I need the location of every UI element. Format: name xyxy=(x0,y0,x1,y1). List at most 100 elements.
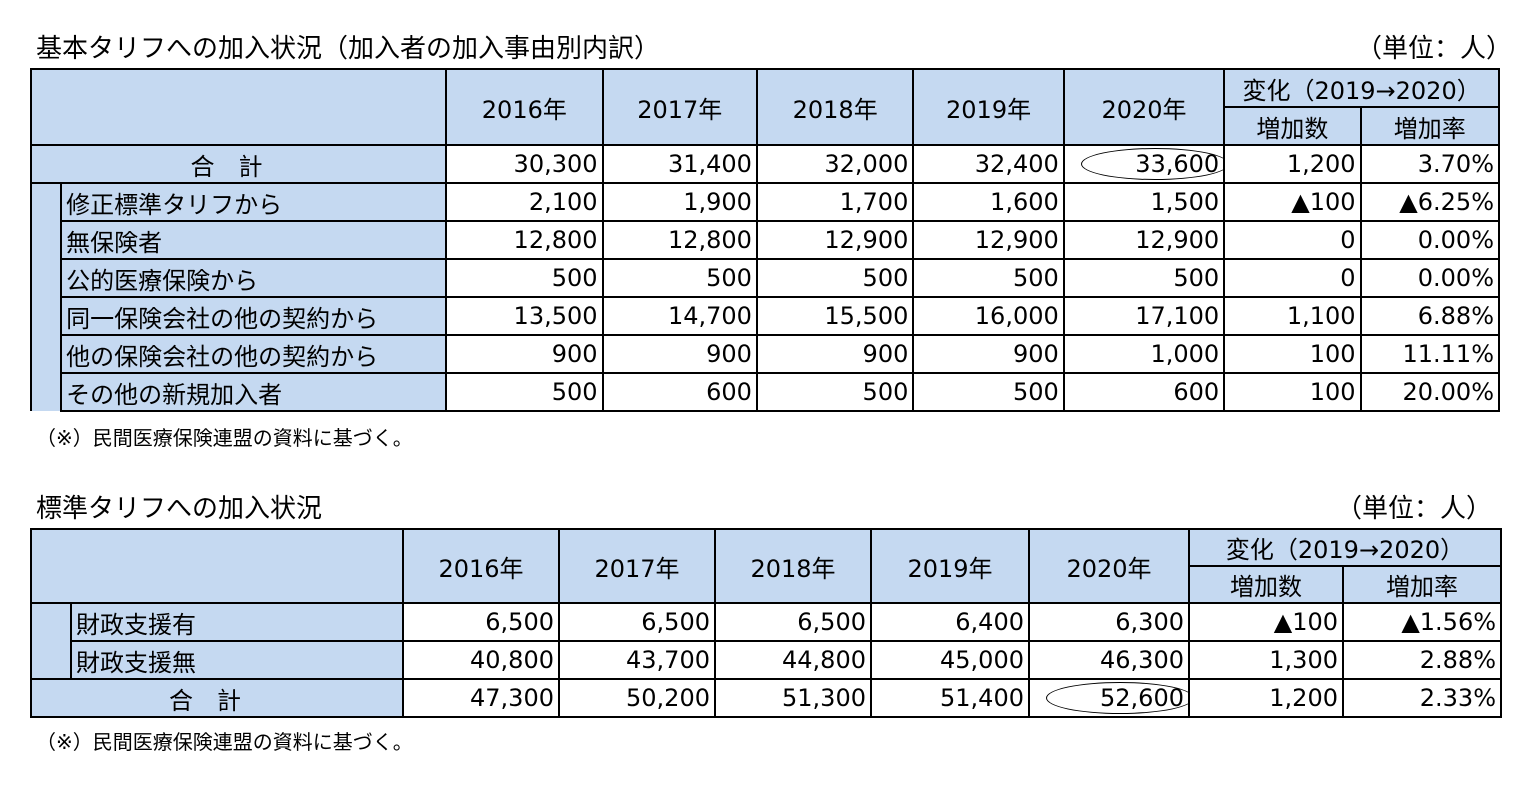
cell: 17,100 xyxy=(1062,296,1226,336)
cell: 6,300 xyxy=(1028,602,1190,642)
cell: 500 xyxy=(1062,258,1226,298)
cell: 6.88% xyxy=(1359,296,1501,336)
table2-note: （※）民間医療保険連盟の資料に基づく。 xyxy=(36,730,413,754)
cell: 500 xyxy=(445,258,604,298)
cell: 32,000 xyxy=(755,144,915,184)
cell: 1,300 xyxy=(1188,640,1344,680)
year-header: 2018年 xyxy=(714,528,872,604)
table-row: 財政支援無 40,800 43,700 44,800 45,000 46,300… xyxy=(31,640,1503,680)
cell: 1,900 xyxy=(601,182,758,222)
cell: 12,800 xyxy=(601,220,758,260)
cell: 40,800 xyxy=(402,640,560,680)
cell: ▲100 xyxy=(1188,602,1344,642)
row-label: その他の新規加入者 xyxy=(60,372,448,412)
cell: 6,500 xyxy=(402,602,560,642)
table-row: 無保険者 12,800 12,800 12,900 12,900 12,900 … xyxy=(31,220,1501,260)
cell: 14,700 xyxy=(601,296,758,336)
change-header: 変化（2019→2020） xyxy=(1223,68,1500,108)
row-label: 財政支援無 xyxy=(70,640,404,680)
cell: 12,900 xyxy=(912,220,1065,260)
table-row: 他の保険会社の他の契約から 900 900 900 900 1,000 100 … xyxy=(31,334,1501,374)
table1-unit: （単位：人） xyxy=(1356,34,1513,64)
cell: 16,000 xyxy=(912,296,1065,336)
cell: 2.88% xyxy=(1341,640,1503,680)
cell-circled: 52,600 xyxy=(1028,678,1190,718)
table-row: 修正標準タリフから 2,100 1,900 1,700 1,600 1,500 … xyxy=(29,182,1501,411)
cell: 100 xyxy=(1223,372,1362,412)
table-row: 財政支援有 6,500 6,500 6,500 6,400 6,300 ▲100… xyxy=(30,602,1503,679)
year-header: 2020年 xyxy=(1062,68,1226,146)
cell: 500 xyxy=(601,258,758,298)
table-row: その他の新規加入者 500 600 500 500 600 100 20.00% xyxy=(31,372,1501,412)
cell: ▲100 xyxy=(1223,182,1362,222)
indent-gutter xyxy=(30,603,72,679)
cell: 0.00% xyxy=(1359,258,1501,298)
cell: 11.11% xyxy=(1359,334,1501,374)
cell: 500 xyxy=(912,258,1065,298)
table1: 2016年 2017年 2018年 2019年 2020年 変化（2019→20… xyxy=(29,68,1501,412)
row-label: 財政支援有 xyxy=(70,602,404,642)
row-label: 公的医療保険から xyxy=(60,258,448,298)
table2-corner xyxy=(30,528,404,604)
table2-title: 標準タリフへの加入状況 xyxy=(36,494,323,524)
cell: 13,500 xyxy=(445,296,604,336)
circled-value: 52,600 xyxy=(1046,682,1187,714)
row-label: 無保険者 xyxy=(60,220,448,260)
cell: 1,200 xyxy=(1223,144,1362,184)
cell: 500 xyxy=(445,372,604,412)
table1-title: 基本タリフへの加入状況（加入者の加入事由別内訳） xyxy=(36,34,661,64)
indent-gutter xyxy=(29,183,63,411)
cell: 500 xyxy=(755,258,915,298)
cell: 0.00% xyxy=(1359,220,1501,260)
table2: 2016年 2017年 2018年 2019年 2020年 変化（2019→20… xyxy=(30,528,1503,718)
cell: 0 xyxy=(1223,258,1362,298)
year-header: 2016年 xyxy=(402,528,560,604)
cell: 900 xyxy=(601,334,758,374)
cell: 500 xyxy=(912,372,1065,412)
table2-unit: （単位：人） xyxy=(1336,494,1493,524)
year-header: 2017年 xyxy=(558,528,716,604)
year-header: 2019年 xyxy=(870,528,1030,604)
table-row: 同一保険会社の他の契約から 13,500 14,700 15,500 16,00… xyxy=(31,296,1501,336)
table-row-total: 合計 47,300 50,200 51,300 51,400 52,600 1,… xyxy=(30,678,1503,718)
row-label: 他の保険会社の他の契約から xyxy=(60,334,448,374)
increase-count-header: 増加数 xyxy=(1223,106,1362,146)
cell: 30,300 xyxy=(445,144,604,184)
cell: 500 xyxy=(755,372,915,412)
cell: 600 xyxy=(1062,372,1226,412)
cell: 32,400 xyxy=(912,144,1065,184)
cell: 2.33% xyxy=(1341,678,1503,718)
cell: 900 xyxy=(445,334,604,374)
cell: 6,400 xyxy=(870,602,1030,642)
cell: 31,400 xyxy=(601,144,758,184)
cell: 51,300 xyxy=(714,678,872,718)
increase-count-header: 増加数 xyxy=(1188,565,1344,604)
row-label: 合計 xyxy=(29,144,448,184)
cell: 15,500 xyxy=(755,296,915,336)
increase-rate-header: 増加率 xyxy=(1341,565,1503,604)
cell: 1,600 xyxy=(912,182,1065,222)
cell: 12,900 xyxy=(1062,220,1226,260)
cell: 0 xyxy=(1223,220,1362,260)
cell: 44,800 xyxy=(714,640,872,680)
cell: 6,500 xyxy=(714,602,872,642)
cell: 900 xyxy=(912,334,1065,374)
cell: 1,200 xyxy=(1188,678,1344,718)
table1-note: （※）民間医療保険連盟の資料に基づく。 xyxy=(36,426,413,450)
table-row: 公的医療保険から 500 500 500 500 500 0 0.00% xyxy=(31,258,1501,298)
cell: 46,300 xyxy=(1028,640,1190,680)
cell: 2,100 xyxy=(445,182,604,222)
cell: 900 xyxy=(755,334,915,374)
cell: 100 xyxy=(1223,334,1362,374)
cell: 6,500 xyxy=(558,602,716,642)
table1-corner xyxy=(29,68,448,146)
cell: 12,800 xyxy=(445,220,604,260)
circled-value: 33,600 xyxy=(1081,148,1223,180)
cell: 1,100 xyxy=(1223,296,1362,336)
change-header: 変化（2019→2020） xyxy=(1187,528,1503,567)
cell-circled: 33,600 xyxy=(1062,144,1226,184)
cell: 600 xyxy=(601,372,758,412)
increase-rate-header: 増加率 xyxy=(1359,106,1501,146)
cell: 51,400 xyxy=(870,678,1030,718)
cell: 50,200 xyxy=(558,678,716,718)
